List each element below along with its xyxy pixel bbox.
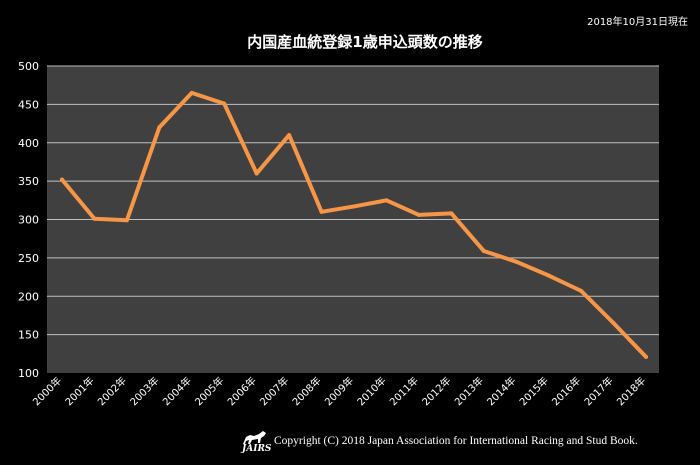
y-tick-label: 300 <box>18 214 39 227</box>
y-tick-label: 450 <box>18 98 39 111</box>
y-tick-label: 100 <box>18 367 39 380</box>
data-point <box>352 204 356 209</box>
x-tick-label: 2013年 <box>452 374 486 408</box>
data-point <box>384 198 389 203</box>
y-tick-label: 250 <box>18 252 39 265</box>
data-points <box>60 90 648 359</box>
y-axis-tick-labels: 100 150 200 250 300 350 400 450 500 <box>18 60 39 380</box>
x-tick-label: 2005年 <box>192 374 226 408</box>
y-tick-label: 400 <box>18 137 39 150</box>
data-point <box>611 321 616 326</box>
x-tick-label: 2004年 <box>160 374 194 408</box>
data-point <box>579 288 584 293</box>
y-tick-label: 200 <box>18 290 39 303</box>
x-tick-label: 2001年 <box>62 374 96 408</box>
horse-icon <box>243 431 266 444</box>
chart-title: 内国産血統登録1歳申込頭数の推移 <box>247 33 482 51</box>
logo-text: JAIRS <box>242 444 272 454</box>
x-tick-label: 2006年 <box>225 374 259 408</box>
x-tick-label: 2009年 <box>322 374 356 408</box>
y-tick-label: 150 <box>18 329 39 342</box>
data-point <box>546 273 551 278</box>
x-tick-label: 2016年 <box>549 374 583 408</box>
x-tick-label: 2007年 <box>257 374 291 408</box>
x-tick-label: 2017年 <box>581 374 615 408</box>
x-tick-label: 2018年 <box>614 374 648 408</box>
footer: JAIRS Copyright (C) 2018 Japan Associati… <box>240 428 638 454</box>
y-tick-label: 350 <box>18 175 39 188</box>
data-point <box>92 216 97 221</box>
jairs-logo: JAIRS <box>240 428 272 454</box>
x-tick-label: 2015年 <box>517 374 551 408</box>
data-point <box>189 90 194 95</box>
as-of-date: 2018年10月31日現在 <box>587 17 688 28</box>
x-tick-label: 2011年 <box>387 374 421 408</box>
x-tick-label: 2008年 <box>289 374 323 408</box>
grid-lines <box>47 65 659 336</box>
x-tick-label: 2003年 <box>127 374 161 408</box>
data-point <box>254 171 259 176</box>
data-point <box>416 212 421 217</box>
data-point <box>449 211 454 216</box>
data-point <box>60 177 64 182</box>
y-tick-label: 500 <box>18 60 39 73</box>
x-tick-label: 2002年 <box>95 374 129 408</box>
data-point <box>287 133 292 138</box>
data-point <box>157 125 162 130</box>
data-point <box>124 218 129 223</box>
data-point <box>481 248 486 253</box>
x-tick-label: 2012年 <box>419 374 453 408</box>
data-point <box>644 354 648 359</box>
data-point <box>514 259 519 264</box>
data-point <box>222 101 227 106</box>
x-tick-label: 2010年 <box>354 374 388 408</box>
x-axis-tick-labels: 2000年 2001年 2002年 2003年 2004年 2005年 2006年 2007年… <box>30 374 648 408</box>
copyright-text: Copyright (C) 2018 Japan Association for… <box>274 435 638 447</box>
data-point <box>319 209 324 214</box>
x-tick-label: 2014年 <box>484 374 518 408</box>
